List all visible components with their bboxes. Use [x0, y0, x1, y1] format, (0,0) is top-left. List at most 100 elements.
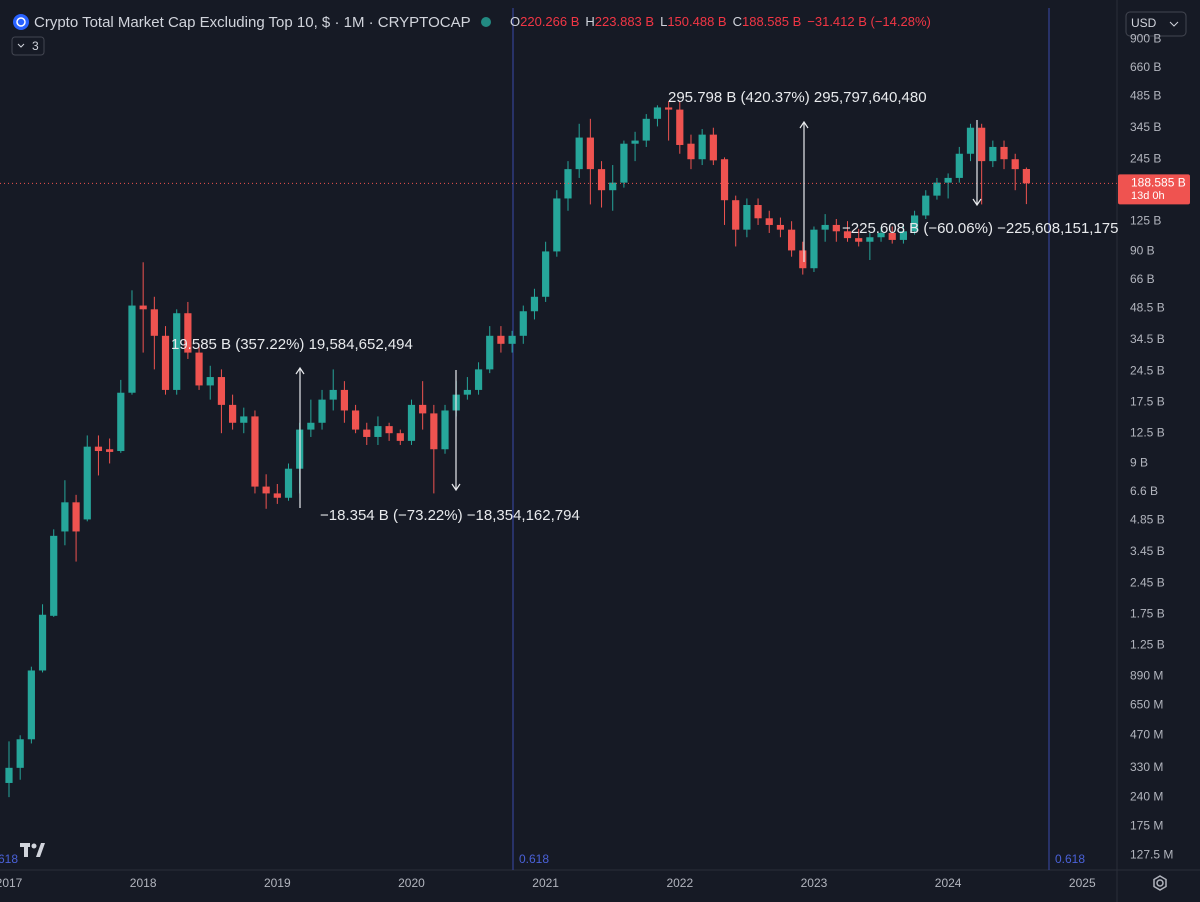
candle-body	[888, 232, 896, 240]
candle-body	[676, 109, 684, 145]
y-tick-label: 3.45 B	[1130, 544, 1165, 558]
y-tick-label: 245 B	[1130, 151, 1161, 165]
candle-body	[910, 215, 919, 232]
candle-body	[978, 127, 986, 162]
candle-body	[396, 433, 404, 441]
candle-body	[687, 143, 695, 160]
candle-body	[83, 446, 91, 520]
x-tick-label: 2020	[398, 876, 425, 890]
candle-body	[866, 237, 874, 242]
countdown-label: 13d 0h	[1131, 190, 1165, 202]
candle-body	[653, 107, 662, 119]
indicator-toggle[interactable]	[11, 36, 45, 56]
candle-body	[273, 493, 281, 498]
candle-body	[720, 159, 729, 201]
chart-title: Crypto Total Market Cap Excluding Top 10…	[34, 14, 471, 31]
candle-body	[631, 140, 639, 144]
candle-body	[665, 107, 673, 110]
x-tick-label: 2024	[935, 876, 962, 890]
logo-part	[24, 843, 28, 857]
y-tick-label: 1.75 B	[1130, 606, 1165, 620]
ohlc-key: L	[660, 14, 667, 29]
ohlc-value: 150.488 B	[667, 14, 726, 29]
candle-body	[72, 502, 80, 532]
y-tick-label: 2.45 B	[1130, 575, 1165, 589]
candle-body	[765, 218, 773, 225]
indicator-count: 3	[32, 39, 39, 53]
gear-outline	[1153, 875, 1167, 891]
measure-label: −225.608 B (−60.06%) −225,608,151,175	[842, 220, 1118, 237]
logo-part	[31, 843, 37, 849]
candle-body	[38, 614, 47, 671]
y-tick-label: 9 B	[1130, 456, 1148, 470]
candle-body	[374, 426, 382, 437]
candle-body	[351, 410, 360, 430]
candle-body	[586, 137, 594, 170]
candle-body	[430, 413, 438, 450]
change-value: −31.412 B (−14.28%)	[807, 14, 931, 29]
y-tick-label: 240 M	[1130, 789, 1163, 803]
candle-body	[463, 389, 471, 395]
price-tag	[1118, 174, 1190, 205]
candle-body	[50, 535, 58, 616]
measure-label: −18.354 B (−73.22%) −18,354,162,794	[320, 507, 580, 524]
arrow	[972, 120, 982, 207]
price-tag-label: 188.585 B	[1131, 175, 1186, 189]
candle-body	[955, 153, 963, 178]
candle-body	[966, 127, 975, 154]
y-tick-label: 6.6 B	[1130, 484, 1158, 498]
y-tick-label: 125 B	[1130, 213, 1161, 227]
chevron-icon	[17, 43, 25, 48]
candle-body	[150, 309, 158, 336]
candle-body	[229, 404, 237, 423]
status-dot	[481, 17, 491, 27]
candle-body	[139, 305, 147, 310]
candle-body	[5, 767, 13, 783]
ohlc-value: 220.266 B	[520, 14, 579, 29]
symbol-logo-mark	[16, 17, 26, 27]
x-tick-label: 2018	[130, 876, 157, 890]
candle-body	[855, 238, 863, 242]
candle-body	[788, 229, 796, 251]
candle-body	[832, 224, 840, 232]
candle-body	[206, 377, 214, 386]
candle-body	[821, 224, 829, 230]
candle-body	[542, 251, 550, 297]
candle-body	[307, 422, 315, 430]
candle-body	[486, 335, 494, 370]
y-tick-label: 24.5 B	[1130, 363, 1165, 377]
arrow	[295, 366, 305, 508]
settings-icon[interactable]	[1153, 875, 1167, 891]
y-tick-label: 17.5 B	[1130, 394, 1165, 408]
y-tick-label: 175 M	[1130, 818, 1163, 832]
y-tick-label: 127.5 M	[1130, 848, 1173, 862]
candle-body	[363, 429, 371, 437]
y-tick-label: 66 B	[1130, 272, 1155, 286]
candle-body	[27, 670, 35, 740]
candle-body	[743, 205, 751, 230]
candle-body	[799, 250, 807, 269]
currency-button[interactable]	[1125, 11, 1187, 37]
x-tick-label: 2022	[666, 876, 693, 890]
y-tick-label: 90 B	[1130, 244, 1155, 258]
symbol-logo	[13, 14, 29, 30]
candle-body	[407, 404, 416, 441]
candle-body	[553, 198, 561, 252]
x-tick-label: 2025	[1069, 876, 1096, 890]
currency-label: USD	[1131, 16, 1157, 30]
ohlc-key: H	[585, 14, 594, 29]
candle-body	[318, 399, 326, 423]
candle-body	[419, 404, 427, 414]
y-tick-label: 470 M	[1130, 727, 1163, 741]
candle-body	[385, 426, 393, 434]
candle-body	[1011, 159, 1019, 170]
measure-label: 295.798 B (420.37%) 295,797,640,480	[668, 89, 927, 106]
candle-body	[642, 118, 650, 141]
y-tick-label: 345 B	[1130, 120, 1161, 134]
measure-label: 19.585 B (357.22%) 19,584,652,494	[171, 336, 413, 353]
y-tick-label: 34.5 B	[1130, 332, 1165, 346]
candle-body	[989, 146, 997, 162]
candle-body	[810, 229, 818, 269]
